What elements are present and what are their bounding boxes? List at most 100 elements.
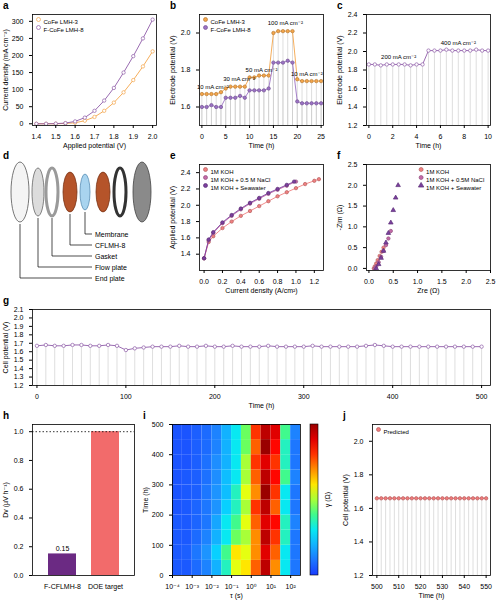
svg-text:0.2: 0.2 xyxy=(218,278,228,285)
svg-text:Time (h): Time (h) xyxy=(142,487,150,513)
svg-text:0.6: 0.6 xyxy=(254,278,264,285)
svg-text:End plate: End plate xyxy=(95,275,125,283)
svg-text:Time (h): Time (h) xyxy=(249,142,275,150)
svg-text:Applied potential (V): Applied potential (V) xyxy=(169,186,177,249)
svg-text:0: 0 xyxy=(160,572,164,579)
svg-text:Current density (mA cm⁻²): Current density (mA cm⁻²) xyxy=(2,29,10,111)
svg-text:1.0: 1.0 xyxy=(413,278,423,285)
svg-text:1.0: 1.0 xyxy=(14,428,24,435)
svg-text:100: 100 xyxy=(120,393,132,400)
svg-text:0.2: 0.2 xyxy=(14,543,24,550)
svg-text:1.9: 1.9 xyxy=(128,133,138,140)
svg-text:510: 510 xyxy=(393,583,405,590)
svg-text:10⁻²: 10⁻² xyxy=(205,583,219,590)
svg-text:15: 15 xyxy=(270,133,278,140)
svg-text:1.8: 1.8 xyxy=(14,331,24,338)
svg-text:1.2: 1.2 xyxy=(354,572,364,579)
svg-text:0.0: 0.0 xyxy=(199,278,209,285)
svg-text:500: 500 xyxy=(152,421,164,428)
svg-text:CoFe LMH-3: CoFe LMH-3 xyxy=(211,19,246,25)
svg-text:1.2: 1.2 xyxy=(348,122,358,129)
svg-text:Current density (A/cm²): Current density (A/cm²) xyxy=(225,287,297,295)
svg-text:500: 500 xyxy=(476,393,488,400)
svg-text:0.0: 0.0 xyxy=(14,572,24,579)
svg-text:1.8: 1.8 xyxy=(181,66,191,73)
svg-text:10²: 10² xyxy=(286,583,297,590)
svg-text:6: 6 xyxy=(438,133,442,140)
svg-text:1.4: 1.4 xyxy=(354,538,364,545)
svg-text:2.0: 2.0 xyxy=(14,314,24,321)
svg-text:0.0: 0.0 xyxy=(348,265,358,272)
svg-text:5: 5 xyxy=(224,133,228,140)
svg-text:2.1: 2.1 xyxy=(14,306,24,313)
svg-text:1.3: 1.3 xyxy=(14,373,24,380)
svg-text:540: 540 xyxy=(458,583,470,590)
svg-text:1.8: 1.8 xyxy=(109,133,119,140)
svg-text:2.2: 2.2 xyxy=(181,185,191,192)
svg-text:τ (s): τ (s) xyxy=(230,592,243,600)
svg-text:10¹: 10¹ xyxy=(266,583,277,590)
svg-text:1.6: 1.6 xyxy=(354,505,364,512)
svg-text:1.8: 1.8 xyxy=(348,66,358,73)
svg-text:1.0: 1.0 xyxy=(348,223,358,230)
svg-text:2.0: 2.0 xyxy=(181,202,191,209)
svg-text:F-CFLMH-8: F-CFLMH-8 xyxy=(44,583,81,590)
svg-text:10: 10 xyxy=(246,133,254,140)
svg-text:1.9: 1.9 xyxy=(14,323,24,330)
svg-text:50 mA cm⁻²: 50 mA cm⁻² xyxy=(246,67,278,73)
svg-text:Electrode potential (V): Electrode potential (V) xyxy=(169,35,177,104)
svg-text:F-CoFe LMH-8: F-CoFe LMH-8 xyxy=(44,27,85,33)
svg-text:γ (Ω): γ (Ω) xyxy=(324,492,332,507)
svg-text:Cell potential (V): Cell potential (V) xyxy=(342,474,350,526)
svg-text:2.0: 2.0 xyxy=(348,48,358,55)
svg-text:2.0: 2.0 xyxy=(354,438,364,445)
svg-text:1.6: 1.6 xyxy=(181,234,191,241)
svg-text:Zre (Ω): Zre (Ω) xyxy=(417,287,439,295)
svg-text:2.5: 2.5 xyxy=(486,278,496,285)
svg-text:1.8: 1.8 xyxy=(181,218,191,225)
svg-text:Predicted: Predicted xyxy=(384,429,409,435)
svg-text:Electrode potential (V): Electrode potential (V) xyxy=(336,35,344,104)
svg-text:400: 400 xyxy=(387,393,399,400)
svg-text:200 mA cm⁻²: 200 mA cm⁻² xyxy=(381,54,416,60)
svg-text:2.0: 2.0 xyxy=(181,29,191,36)
svg-text:-Zim (Ω): -Zim (Ω) xyxy=(336,205,344,231)
svg-text:Gasket: Gasket xyxy=(95,253,117,260)
svg-text:10: 10 xyxy=(484,133,492,140)
svg-text:1.4: 1.4 xyxy=(348,103,358,110)
svg-text:150: 150 xyxy=(12,69,24,76)
svg-text:1M KOH + 0.5M NaCl: 1M KOH + 0.5M NaCl xyxy=(426,177,484,183)
svg-text:10 mA cm⁻²: 10 mA cm⁻² xyxy=(197,84,229,90)
svg-text:0.4: 0.4 xyxy=(236,278,246,285)
svg-text:0.5: 0.5 xyxy=(348,244,358,251)
svg-text:1.4: 1.4 xyxy=(181,250,191,257)
svg-text:1.7: 1.7 xyxy=(90,133,100,140)
svg-text:200: 200 xyxy=(12,52,24,59)
svg-text:Membrane: Membrane xyxy=(95,231,129,238)
svg-text:0.5: 0.5 xyxy=(388,278,398,285)
svg-text:0: 0 xyxy=(200,133,204,140)
svg-text:550: 550 xyxy=(480,583,492,590)
svg-text:1.7: 1.7 xyxy=(14,340,24,347)
svg-text:Dv (µV h⁻¹): Dv (µV h⁻¹) xyxy=(2,482,10,518)
svg-text:Time (h): Time (h) xyxy=(419,592,445,600)
svg-text:1.6: 1.6 xyxy=(70,133,80,140)
svg-text:1.6: 1.6 xyxy=(14,348,24,355)
svg-text:250: 250 xyxy=(12,35,24,42)
svg-text:1.5: 1.5 xyxy=(348,202,358,209)
svg-text:10⁻⁴: 10⁻⁴ xyxy=(165,583,180,590)
svg-text:1.2: 1.2 xyxy=(14,382,24,389)
svg-text:Flow plate: Flow plate xyxy=(95,264,127,272)
svg-text:1.2: 1.2 xyxy=(309,278,319,285)
svg-text:1.4: 1.4 xyxy=(14,365,24,372)
svg-text:1M KOH + 0.5 M NaCl: 1M KOH + 0.5 M NaCl xyxy=(211,177,271,183)
svg-text:400 mA cm⁻²: 400 mA cm⁻² xyxy=(441,40,476,46)
svg-text:10⁻¹: 10⁻¹ xyxy=(225,583,239,590)
svg-text:500: 500 xyxy=(371,583,383,590)
svg-text:Time (h): Time (h) xyxy=(249,402,275,410)
svg-text:Time (h): Time (h) xyxy=(416,142,442,150)
svg-text:Cell potential (V): Cell potential (V) xyxy=(2,322,10,374)
svg-text:200: 200 xyxy=(209,393,221,400)
svg-text:1.5: 1.5 xyxy=(437,278,447,285)
svg-text:300: 300 xyxy=(152,481,164,488)
